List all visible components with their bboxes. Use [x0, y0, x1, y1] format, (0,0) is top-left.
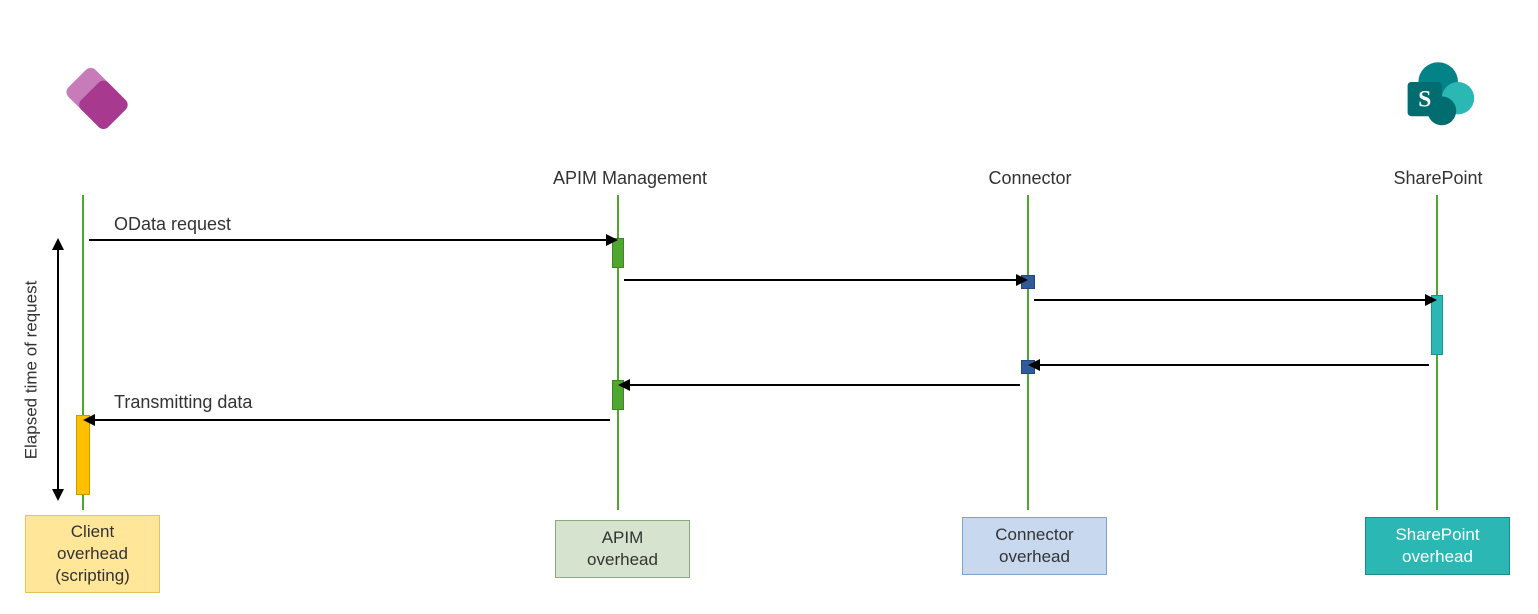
- sequence-diagram: S APIM Management Connector SharePoint O…: [0, 0, 1538, 614]
- apim-label: APIM Management: [540, 168, 720, 189]
- arrow-head-2: [1425, 294, 1437, 306]
- apim-overhead-box: APIM overhead: [555, 520, 690, 578]
- sharepoint-label: SharePoint: [1388, 168, 1488, 189]
- elapsed-time-label: Elapsed time of request: [21, 281, 41, 460]
- arrow-5: [89, 419, 610, 421]
- connector-lifeline: [1027, 195, 1029, 510]
- arrow-3: [1034, 364, 1429, 366]
- sharepoint-icon: S: [1395, 55, 1485, 150]
- arrow-head-4: [618, 379, 630, 391]
- connector-label: Connector: [980, 168, 1080, 189]
- arrow-0: [89, 239, 610, 241]
- elapsed-arrow-up: [52, 238, 64, 250]
- arrow-head-0: [606, 234, 618, 246]
- arrow-1: [624, 279, 1020, 281]
- arrow-head-5: [83, 414, 95, 426]
- elapsed-arrow-down: [52, 489, 64, 501]
- msg-transmitting-data: Transmitting data: [114, 392, 252, 413]
- msg-odata-request: OData request: [114, 214, 231, 235]
- svg-text:S: S: [1418, 86, 1431, 112]
- sharepoint-overhead-box: SharePoint overhead: [1365, 517, 1510, 575]
- activation-client-5: [76, 415, 90, 495]
- client-overhead-box: Client overhead (scripting): [25, 515, 160, 593]
- arrow-head-3: [1028, 359, 1040, 371]
- arrow-4: [624, 384, 1020, 386]
- arrow-2: [1034, 299, 1429, 301]
- elapsed-arrow-line: [57, 248, 59, 491]
- powerapps-icon: [55, 60, 140, 150]
- arrow-head-1: [1016, 274, 1028, 286]
- connector-overhead-box: Connector overhead: [962, 517, 1107, 575]
